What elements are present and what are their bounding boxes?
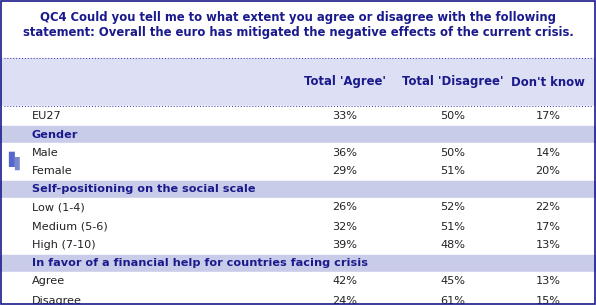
Bar xyxy=(0,217,596,236)
Bar xyxy=(0,106,596,126)
Text: 17%: 17% xyxy=(535,221,560,231)
Text: 15%: 15% xyxy=(535,296,560,305)
Text: 36%: 36% xyxy=(333,148,358,157)
Text: 24%: 24% xyxy=(333,296,358,305)
Text: QC4 Could you tell me to what extent you agree or disagree with the following: QC4 Could you tell me to what extent you… xyxy=(40,11,556,24)
Bar xyxy=(0,0,596,58)
Text: 17%: 17% xyxy=(535,111,560,121)
Text: 50%: 50% xyxy=(440,148,465,157)
Bar xyxy=(0,272,596,291)
Text: Low (1-4): Low (1-4) xyxy=(32,203,85,213)
Text: Gender: Gender xyxy=(32,130,79,139)
Bar xyxy=(0,143,596,162)
Text: 13%: 13% xyxy=(535,277,560,286)
Text: Disagree: Disagree xyxy=(32,296,82,305)
Bar xyxy=(0,198,596,217)
Text: 39%: 39% xyxy=(333,241,358,250)
Text: 26%: 26% xyxy=(333,203,358,213)
Text: Total 'Disagree': Total 'Disagree' xyxy=(402,76,504,88)
Bar xyxy=(0,126,596,143)
Text: Total 'Agree': Total 'Agree' xyxy=(304,76,386,88)
Bar xyxy=(0,162,596,181)
Text: 50%: 50% xyxy=(440,111,465,121)
Bar xyxy=(0,291,596,305)
Text: 48%: 48% xyxy=(440,241,465,250)
Text: 29%: 29% xyxy=(333,167,358,177)
Text: 14%: 14% xyxy=(535,148,560,157)
Text: 42%: 42% xyxy=(333,277,358,286)
Text: statement: Overall the euro has mitigated the negative effects of the current cr: statement: Overall the euro has mitigate… xyxy=(23,26,573,39)
Text: 52%: 52% xyxy=(440,203,465,213)
Text: 20%: 20% xyxy=(535,167,560,177)
Text: 51%: 51% xyxy=(440,167,465,177)
Bar xyxy=(0,58,596,106)
Text: 51%: 51% xyxy=(440,221,465,231)
Text: 61%: 61% xyxy=(440,296,465,305)
Text: 13%: 13% xyxy=(535,241,560,250)
Text: 22%: 22% xyxy=(535,203,560,213)
Text: 33%: 33% xyxy=(333,111,358,121)
Text: 32%: 32% xyxy=(333,221,358,231)
Bar xyxy=(0,236,596,255)
Text: Agree: Agree xyxy=(32,277,65,286)
Text: Female: Female xyxy=(32,167,73,177)
Text: EU27: EU27 xyxy=(32,111,61,121)
Text: ▌: ▌ xyxy=(8,151,20,167)
Text: In favor of a financial help for countries facing crisis: In favor of a financial help for countri… xyxy=(32,259,368,268)
Text: Male: Male xyxy=(32,148,59,157)
Bar xyxy=(0,255,596,272)
Text: Self-positioning on the social scale: Self-positioning on the social scale xyxy=(32,185,256,195)
Text: Don't know: Don't know xyxy=(511,76,585,88)
Text: 45%: 45% xyxy=(440,277,465,286)
Bar xyxy=(0,181,596,198)
Text: ▌: ▌ xyxy=(14,156,24,170)
Text: High (7-10): High (7-10) xyxy=(32,241,95,250)
Text: Medium (5-6): Medium (5-6) xyxy=(32,221,108,231)
